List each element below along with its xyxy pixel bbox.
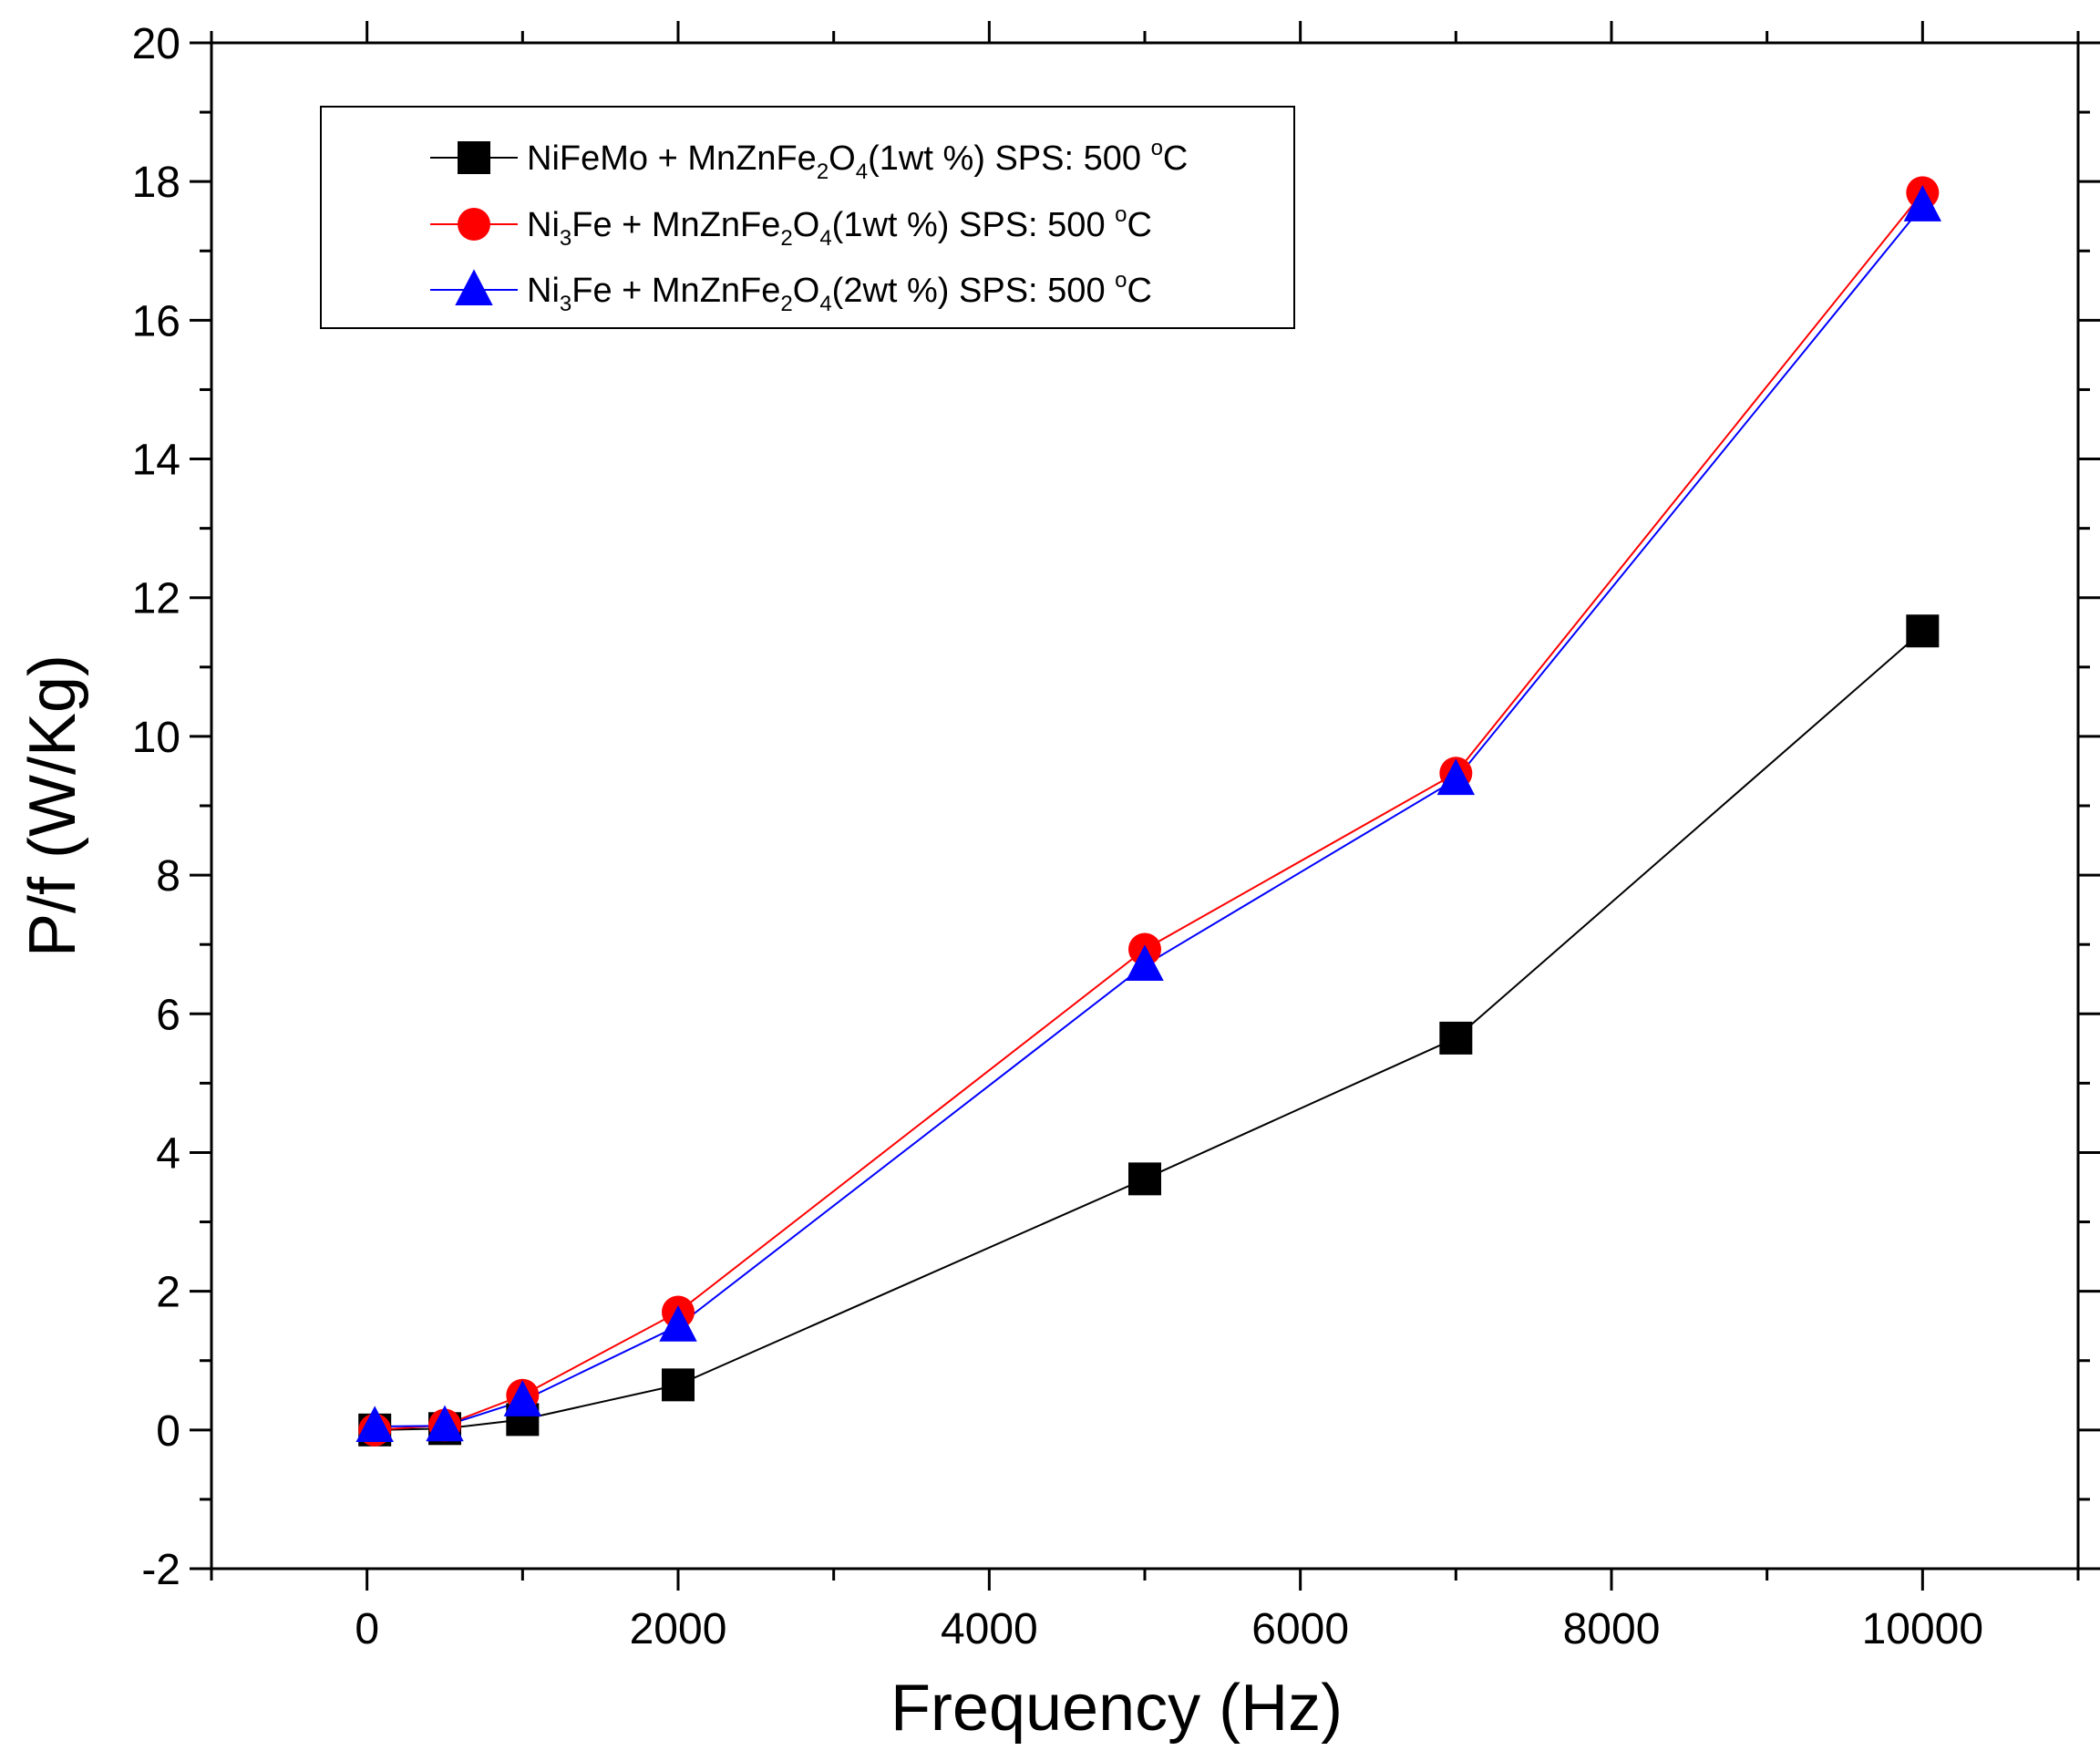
legend-marker-3 [455, 269, 493, 306]
legend-label-3: Ni3Fe + MnZnFe2O4(2wt %) SPS: 500 oC [527, 268, 1152, 316]
x-tick-label: 2000 [630, 1605, 727, 1653]
y-tick-label: 18 [132, 159, 180, 207]
legend-marker-2 [458, 208, 490, 241]
x-tick-label: 4000 [941, 1605, 1038, 1653]
legend-label-1: NiFeMo + MnZnFe2O4(1wt %) SPS: 500 oC [527, 136, 1188, 184]
legend-marker-1 [458, 141, 490, 174]
series-markers [355, 176, 1942, 1447]
x-tick-label: 10000 [1862, 1605, 1983, 1653]
data-point-series-1 [1128, 1162, 1161, 1196]
data-point-series-3 [1903, 185, 1942, 221]
data-point-series-1 [1439, 1021, 1473, 1055]
y-tick-label: 20 [132, 20, 180, 68]
legend: NiFeMo + MnZnFe2O4(1wt %) SPS: 500 oC Ni3… [320, 106, 1295, 329]
y-tick-label: 16 [132, 297, 180, 345]
axis-ticks [190, 21, 2100, 1591]
y-tick-label: 10 [132, 714, 180, 762]
data-point-series-3 [426, 1405, 464, 1442]
y-tick-label: 4 [156, 1129, 180, 1178]
y-tick-label: 6 [156, 991, 180, 1039]
data-point-series-3 [1436, 758, 1476, 796]
data-point-series-3 [1126, 944, 1164, 982]
data-point-series-1 [1906, 614, 1940, 648]
x-tick-label: 8000 [1563, 1605, 1661, 1653]
y-tick-label: 8 [156, 852, 180, 901]
x-axis-title: Frequency (Hz) [890, 1672, 1343, 1745]
data-point-series-3 [503, 1380, 542, 1416]
axis-tick-labels: 0 2000 4000 6000 8000 10000 -2 0 2 4 6 8 10 12 14 16 18 2… [132, 20, 1983, 1653]
legend-label-2: Ni3Fe + MnZnFe2O4(1wt %) SPS: 500 oC [527, 202, 1152, 251]
data-point-series-3 [355, 1406, 394, 1443]
y-axis-title: P/f (W/Kg) [16, 654, 89, 957]
y-tick-label: -2 [141, 1546, 180, 1594]
y-tick-label: 0 [156, 1407, 180, 1456]
y-tick-label: 12 [132, 575, 180, 623]
x-tick-label: 6000 [1251, 1605, 1349, 1653]
data-point-series-1 [662, 1368, 695, 1402]
x-tick-label: 0 [355, 1605, 379, 1653]
y-tick-label: 2 [156, 1269, 180, 1317]
y-tick-label: 14 [132, 437, 180, 485]
data-point-series-3 [659, 1305, 697, 1342]
